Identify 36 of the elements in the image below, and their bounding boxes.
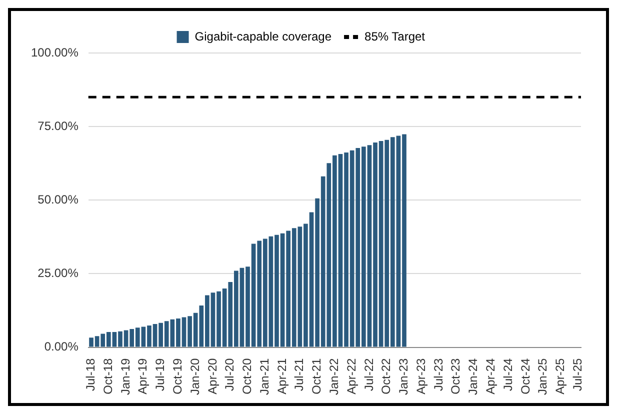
legend-label: Gigabit-capable coverage	[194, 29, 332, 44]
x-tick-label: Jan-19	[118, 358, 132, 396]
x-tick-label: Oct-24	[518, 358, 532, 394]
x-tick-label: Apr-23	[414, 358, 428, 394]
x-tick-label: Oct-22	[379, 358, 394, 394]
x-tick-label: Apr-24	[483, 358, 498, 394]
x-tick-label: Apr-25	[553, 358, 568, 394]
legend-label: 85% Target	[364, 29, 426, 44]
x-tick-label: Jan-22	[327, 358, 341, 396]
y-tick-label: 75.00%	[38, 118, 79, 133]
x-tick-label: Jan-20	[188, 358, 202, 396]
x-tick-label: Apr-19	[136, 358, 150, 394]
x-tick-label: Jul-18	[84, 358, 98, 391]
x-tick-label: Apr-21	[274, 358, 289, 394]
x-tick-label: Apr-20	[205, 358, 220, 394]
x-tick-label: Oct-19	[170, 358, 185, 394]
y-tick-label: 0.00%	[44, 340, 79, 354]
x-tick-label: Jul-25	[570, 358, 584, 391]
x-tick-label: Jul-19	[153, 358, 168, 391]
x-tick-label: Jul-21	[292, 358, 306, 391]
x-tick-label: Jan-23	[396, 358, 411, 396]
x-tick-label: Apr-22	[344, 358, 358, 394]
x-tick-label: Jan-25	[536, 358, 550, 396]
x-tick-label: Oct-23	[448, 358, 463, 394]
y-tick-label: 100.00%	[31, 45, 79, 60]
y-tick-label: 25.00%	[38, 266, 79, 280]
x-tick-label: Oct-21	[310, 358, 324, 394]
x-tick-label: Oct-18	[100, 358, 115, 394]
x-tick-label: Jul-20	[222, 358, 237, 391]
x-tick-label: Jul-22	[362, 358, 376, 391]
y-tick-label: 50.00%	[38, 192, 79, 206]
x-tick-label: Jul-24	[500, 358, 515, 391]
x-tick-label: Oct-20	[240, 358, 254, 394]
x-tick-label: Jan-24	[466, 358, 480, 396]
x-tick-label: Jul-23	[431, 358, 446, 391]
x-tick-label: Jan-21	[257, 358, 272, 396]
